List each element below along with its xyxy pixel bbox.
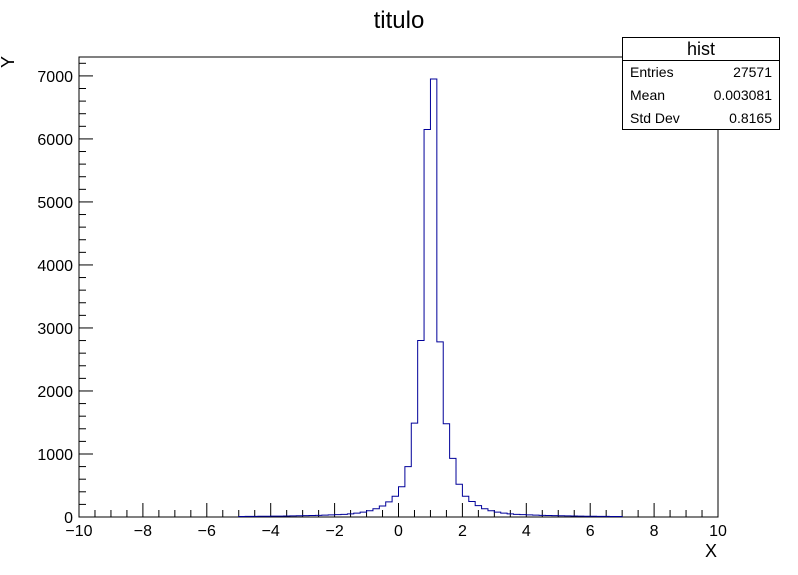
x-tick-label: 2 [458, 523, 467, 540]
x-tick-label: 0 [394, 523, 403, 540]
stats-mean-label: Mean [630, 87, 666, 103]
x-tick-label: 4 [522, 523, 531, 540]
stats-entries-label: Entries [630, 64, 674, 80]
stats-row-stddev: Std Dev 0.8165 [623, 107, 779, 130]
stats-stddev-value: 0.8165 [729, 110, 772, 126]
y-tick-label: 1000 [37, 447, 73, 464]
x-tick-label: −10 [65, 523, 92, 540]
x-tick-label: −2 [325, 523, 343, 540]
y-tick-label: 0 [64, 510, 73, 527]
x-tick-label: −6 [198, 523, 216, 540]
y-axis-label: Y [0, 56, 18, 68]
chart-title: titulo [374, 7, 425, 34]
x-tick-label: 6 [586, 523, 595, 540]
y-tick-label: 2000 [37, 384, 73, 401]
axes-layer: −10 −8 −6 −4 −2 0 2 4 6 8 10 0 1000 2000 3000 4000 5000 6… [37, 62, 727, 540]
y-tick-label: 7000 [37, 69, 73, 86]
x-tick-label: 8 [650, 523, 659, 540]
x-tick-label: −4 [262, 523, 280, 540]
y-tick-label: 3000 [37, 321, 73, 338]
stats-row-mean: Mean 0.003081 [623, 84, 779, 107]
y-tick-label: 5000 [37, 195, 73, 212]
stats-box: hist Entries 27571 Mean 0.003081 Std Dev… [622, 37, 780, 130]
stats-stddev-label: Std Dev [630, 110, 680, 126]
y-tick-label: 4000 [37, 258, 73, 275]
stats-title: hist [623, 38, 779, 61]
x-axis-label: X [705, 541, 717, 561]
y-tick-label: 6000 [37, 132, 73, 149]
x-tick-label: 10 [709, 523, 727, 540]
stats-entries-value: 27571 [733, 64, 772, 80]
stats-mean-value: 0.003081 [713, 87, 772, 103]
histogram-outline [238, 78, 623, 518]
stats-row-entries: Entries 27571 [623, 61, 779, 84]
x-tick-label: −8 [134, 523, 152, 540]
